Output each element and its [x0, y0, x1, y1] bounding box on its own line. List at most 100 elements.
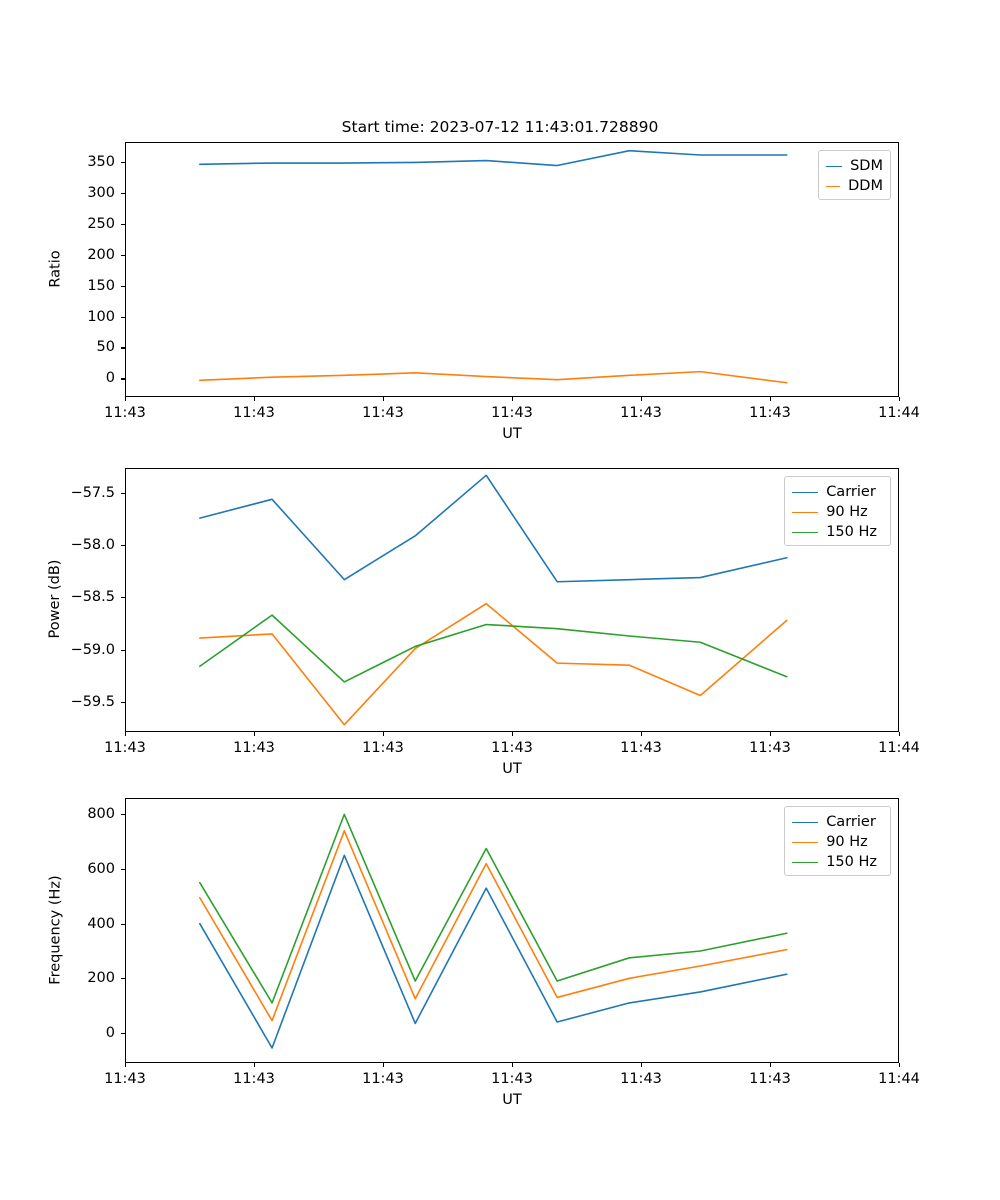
- y-tick-mark: [121, 223, 125, 225]
- x-tick-label: 11:43: [749, 740, 791, 756]
- x-tick-mark: [641, 732, 643, 736]
- y-tick-mark: [121, 869, 125, 871]
- y-tick-label: −59.0: [70, 641, 115, 658]
- x-tick-label: 11:43: [491, 740, 533, 756]
- y-tick-label: 350: [87, 153, 115, 170]
- x-tick-mark: [254, 397, 256, 401]
- x-tick-label: 11:43: [104, 740, 146, 756]
- legend-item[interactable]: DDM: [825, 176, 883, 196]
- x-tick-mark: [383, 1063, 385, 1067]
- y-tick-label: 0: [105, 1024, 115, 1041]
- legend-label: SDM: [850, 158, 883, 174]
- x-tick-label: 11:43: [362, 405, 404, 421]
- series-line-150-hz: [199, 614, 788, 683]
- y-tick-mark: [121, 192, 125, 194]
- y-tick-mark: [121, 161, 125, 163]
- x-tick-mark: [770, 732, 772, 736]
- series-line-carrier: [199, 474, 788, 583]
- y-tick-mark: [121, 649, 125, 651]
- y-tick-label: 150: [87, 277, 115, 294]
- x-tick-label: 11:44: [878, 405, 920, 421]
- x-axis-label: UT: [502, 426, 522, 442]
- axes-frame: [125, 142, 899, 397]
- series-line-ddm: [199, 370, 788, 384]
- chart-legend[interactable]: SDM DDM: [817, 150, 891, 200]
- x-tick-label: 11:43: [620, 740, 662, 756]
- figure-title: Start time: 2023-07-12 11:43:01.728890: [341, 118, 659, 136]
- series-line-150-hz: [199, 813, 788, 1004]
- legend-color-swatch: [792, 841, 819, 843]
- legend-item[interactable]: SDM: [825, 156, 883, 176]
- legend-label: DDM: [848, 178, 883, 194]
- y-tick-label: −58.0: [70, 537, 115, 554]
- series-line-sdm: [199, 149, 788, 167]
- legend-color-swatch: [792, 861, 819, 863]
- x-tick-mark: [383, 397, 385, 401]
- chart-legend[interactable]: Carrier 90 Hz 150 Hz: [784, 476, 891, 546]
- y-tick-label: 100: [87, 308, 115, 325]
- x-tick-label: 11:43: [362, 1071, 404, 1087]
- y-tick-label: −59.5: [70, 693, 115, 710]
- x-tick-mark: [899, 1063, 901, 1067]
- x-tick-mark: [512, 1063, 514, 1067]
- y-tick-mark: [121, 978, 125, 980]
- y-tick-label: 200: [87, 970, 115, 987]
- x-tick-label: 11:43: [620, 405, 662, 421]
- legend-color-swatch: [792, 491, 819, 493]
- legend-item[interactable]: Carrier: [792, 482, 883, 502]
- x-tick-mark: [254, 1063, 256, 1067]
- y-tick-mark: [121, 316, 125, 318]
- y-tick-mark: [121, 545, 125, 547]
- x-tick-label: 11:44: [878, 1071, 920, 1087]
- legend-item[interactable]: 90 Hz: [792, 502, 883, 522]
- x-tick-mark: [641, 1063, 643, 1067]
- x-tick-label: 11:43: [749, 1071, 791, 1087]
- y-tick-label: 0: [105, 370, 115, 387]
- x-tick-mark: [899, 397, 901, 401]
- y-tick-label: 300: [87, 184, 115, 201]
- x-tick-mark: [125, 1063, 127, 1067]
- y-tick-label: 600: [87, 861, 115, 878]
- x-tick-label: 11:43: [620, 1071, 662, 1087]
- x-tick-label: 11:43: [491, 1071, 533, 1087]
- series-line-90-hz: [199, 829, 788, 1022]
- legend-item[interactable]: 150 Hz: [792, 522, 883, 542]
- legend-color-swatch: [825, 185, 841, 187]
- x-tick-label: 11:43: [233, 1071, 275, 1087]
- x-tick-label: 11:43: [233, 405, 275, 421]
- legend-color-swatch: [792, 511, 819, 513]
- y-tick-mark: [121, 597, 125, 599]
- legend-item[interactable]: 90 Hz: [792, 832, 883, 852]
- y-tick-label: −57.5: [70, 485, 115, 502]
- x-tick-mark: [254, 732, 256, 736]
- legend-label: Carrier: [826, 814, 876, 830]
- y-tick-label: 200: [87, 246, 115, 263]
- x-tick-mark: [383, 732, 385, 736]
- legend-item[interactable]: 150 Hz: [792, 852, 883, 872]
- x-tick-mark: [512, 397, 514, 401]
- y-tick-mark: [121, 814, 125, 816]
- x-tick-mark: [770, 397, 772, 401]
- legend-label: 90 Hz: [826, 834, 868, 850]
- y-tick-mark: [121, 285, 125, 287]
- series-line-90-hz: [199, 602, 788, 726]
- x-tick-mark: [512, 732, 514, 736]
- y-tick-label: 400: [87, 915, 115, 932]
- x-tick-mark: [899, 732, 901, 736]
- x-tick-mark: [770, 1063, 772, 1067]
- y-tick-mark: [121, 254, 125, 256]
- legend-color-swatch: [792, 821, 819, 823]
- series-line-carrier: [199, 854, 788, 1049]
- x-tick-mark: [125, 397, 127, 401]
- legend-label: 150 Hz: [826, 524, 877, 540]
- y-tick-label: 250: [87, 215, 115, 232]
- y-tick-mark: [121, 493, 125, 495]
- legend-item[interactable]: Carrier: [792, 812, 883, 832]
- chart-legend[interactable]: Carrier 90 Hz 150 Hz: [784, 806, 891, 876]
